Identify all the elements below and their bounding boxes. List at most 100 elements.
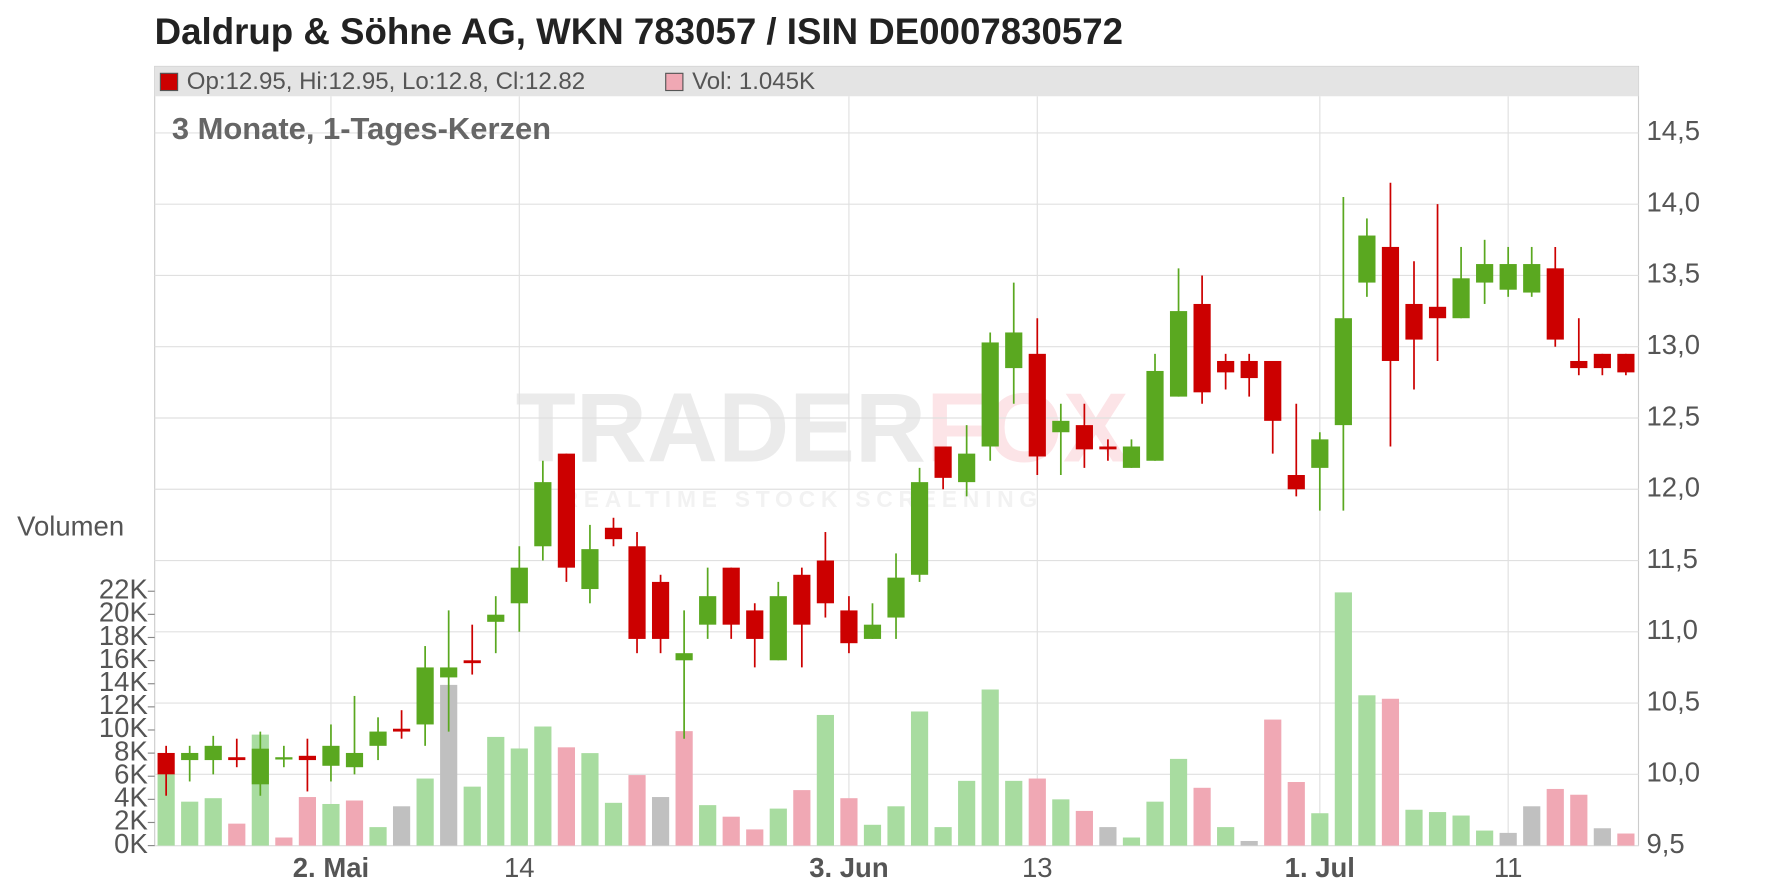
candle-body [1523,264,1541,293]
candle-body [1593,353,1611,369]
volume-axis-label: Volumen [17,510,124,541]
volume-bar [275,837,293,846]
volume-bar [958,780,976,846]
volume-bar [604,802,623,846]
volume-bar [534,726,552,846]
volume-bar [1570,794,1588,846]
candle-body [345,752,364,768]
candle-body [369,731,387,746]
y-tick-label: 14,5 [1647,115,1701,146]
volume-bar [1593,828,1611,846]
candle-body [1287,475,1305,490]
candle-body [416,667,434,725]
candle-body [793,574,811,625]
y2-tick-label: 10K [99,712,149,743]
candle-body [1617,353,1635,373]
candle-body [440,667,458,678]
y-tick-label: 13,5 [1647,258,1701,289]
volume-bar [651,797,670,846]
y2-tick-label: 4K [114,782,148,813]
x-tick-label: 14 [504,852,535,883]
candle-body [816,560,834,604]
y-tick-label: 11,5 [1647,543,1698,574]
legend-swatch-volume [665,72,684,92]
candle-body [487,614,505,622]
candle-body [581,549,599,590]
candle-body [863,624,882,639]
volume-bar [1169,758,1188,846]
volume-bar [1028,778,1046,846]
volume-bar [1381,698,1400,846]
y-tick-label: 10,5 [1647,685,1701,716]
candle-body [228,757,246,761]
candle-body [1264,360,1282,421]
volume-bar [722,816,740,846]
volume-bar [863,824,882,846]
watermark-b: FOX [926,372,1129,482]
volume-bar [1217,827,1235,846]
volume-bar [887,806,905,846]
candle-body [1075,425,1093,450]
candle-body [1570,360,1588,369]
y2-tick-label: 2K [114,805,148,836]
volume-bar [1075,810,1093,846]
volume-bar [416,778,434,846]
volume-bar [463,786,481,846]
candle-body [1028,353,1046,457]
y-tick-label: 14,0 [1647,186,1701,217]
candle-body [840,610,858,644]
volume-bar [157,773,175,846]
volume-bar [487,736,505,846]
volume-bar [369,827,387,846]
volume-bar [699,805,717,846]
volume-bar [934,827,952,846]
volume-bar [910,711,929,846]
y2-tick-label: 22K [99,574,149,605]
volume-bar [1146,801,1164,846]
chart-title: Daldrup & Söhne AG, WKN 783057 / ISIN DE… [155,11,1123,52]
candle-body [157,752,175,775]
candle-body [1452,278,1470,319]
volume-bar [1546,788,1564,846]
legend-volume: Vol: 1.045K [692,68,815,95]
volume-bar [1476,830,1494,846]
candle-body [510,567,528,604]
candle-body [251,748,269,785]
candle-body [628,546,646,639]
candle-body [651,581,670,639]
volume-bar [345,800,364,846]
volume-bar [1358,695,1376,846]
volume-bar [1334,592,1352,846]
volume-bar [1099,827,1117,846]
legend-price: Op:12.95, Hi:12.95, Lo:12.8, Cl:12.82 [187,68,585,95]
y2-tick-label: 18K [99,620,149,651]
candle-body [1311,439,1329,468]
candle-body [204,745,222,761]
x-tick-label: 1. Jul [1285,852,1355,883]
candle-body [1476,264,1494,283]
y2-tick-label: 14K [99,666,149,697]
volume-bar [1122,837,1141,846]
grid: 9,5 10,0 10,5 11,0 11,5 12,0 12,5 13,0 13,5 14,0 1… [99,96,1700,883]
candle-body [1240,360,1258,379]
candle-body [958,453,976,483]
candle-body [769,596,787,661]
candle-body [675,653,693,661]
volume-bar [440,684,458,846]
legend-swatch-price [159,72,179,92]
volume-bar [1264,719,1282,846]
candle-body [1193,303,1211,393]
volume-bar [981,689,999,846]
volume-bar [181,801,199,846]
watermark-a: TRADER [516,372,926,482]
volume-bar [769,808,787,846]
candle-body [604,527,623,540]
volume-bar [1311,813,1329,846]
volume-bar [204,798,222,846]
volume-bar [628,775,646,846]
candle-body [746,610,764,639]
subtitle: 3 Monate, 1-Tages-Kerzen [172,111,551,146]
candle-body [1499,264,1517,290]
volume-bar [228,823,246,846]
